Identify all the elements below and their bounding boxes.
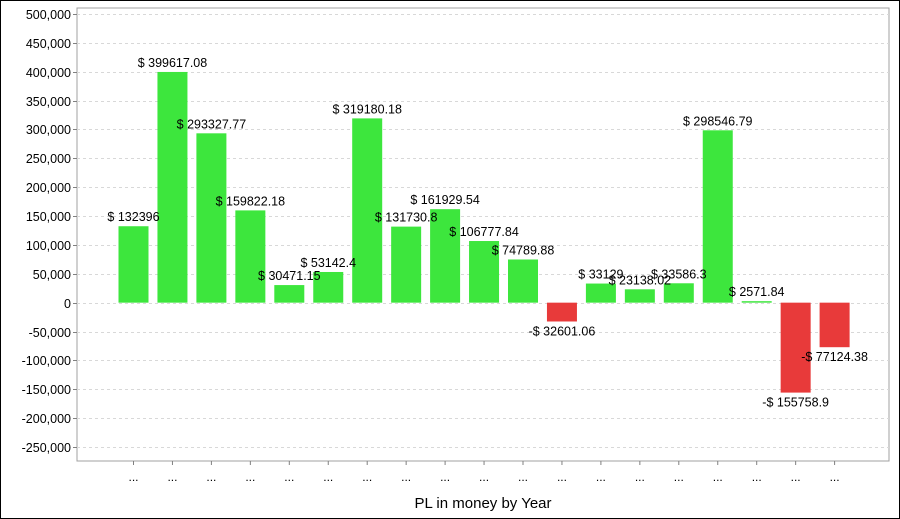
y-tick-label: 0 [64, 297, 71, 311]
x-tick-label: ... [635, 470, 645, 484]
x-tick-label: ... [791, 470, 801, 484]
data-label: $ 298546.79 [683, 114, 753, 128]
data-labels: $ 132396 $ 399617.08 $ 293327.77 $ 159822.1… [107, 56, 868, 410]
data-label: $ 30471.15 [258, 269, 321, 283]
data-label: $ 399617.08 [138, 56, 208, 70]
x-tick-label: ... [284, 470, 294, 484]
y-tick-label: 450,000 [26, 37, 71, 51]
data-label: -$ 155758.9 [762, 396, 829, 410]
data-label: $ 106777.84 [449, 225, 519, 239]
x-tick-label: ... [518, 470, 528, 484]
bar [469, 241, 500, 303]
y-tick-label: -100,000 [22, 354, 71, 368]
x-tick-label: ... [401, 470, 411, 484]
bar [508, 259, 538, 303]
y-tick-label: -250,000 [22, 441, 71, 455]
bar [235, 210, 266, 303]
bar [663, 283, 694, 303]
data-label: -$ 32601.06 [529, 324, 596, 338]
bar [157, 71, 188, 303]
y-tick-label: 300,000 [26, 123, 71, 137]
bar [780, 302, 811, 393]
x-tick-label: ... [362, 470, 372, 484]
bar [819, 302, 850, 348]
data-label: $ 161929.54 [410, 193, 480, 207]
bars [118, 71, 850, 393]
x-tick-label: ... [596, 470, 606, 484]
data-label: $ 2571.84 [729, 285, 785, 299]
data-label: $ 74789.88 [492, 243, 555, 257]
x-tick-label: ... [674, 470, 684, 484]
x-tick-label: ... [479, 470, 489, 484]
bar [352, 118, 383, 303]
x-tick-label: ... [752, 470, 762, 484]
data-label: $ 159822.18 [216, 194, 286, 208]
y-tick-label: 400,000 [26, 66, 71, 80]
y-tick-label: -50,000 [29, 326, 71, 340]
y-tick-label: 250,000 [26, 152, 71, 166]
x-tick-label: ... [440, 470, 450, 484]
bar [313, 271, 344, 303]
bar [391, 226, 422, 303]
data-label: $ 293327.77 [177, 117, 247, 131]
x-tick-label: ... [245, 470, 255, 484]
y-tick-label: 200,000 [26, 181, 71, 195]
data-label: $ 23138.02 [609, 273, 672, 287]
y-tick-label: -200,000 [22, 412, 71, 426]
data-label: $ 131730.8 [375, 211, 438, 225]
axes: 500,000 450,000 400,000 350,000 300,000 250,0… [22, 8, 840, 484]
data-label: $ 53142.4 [300, 256, 356, 270]
y-tick-label: 500,000 [26, 8, 71, 22]
x-tick-label: ... [128, 470, 138, 484]
x-tick-label: ... [206, 470, 216, 484]
bar [546, 302, 577, 322]
bar [624, 289, 655, 303]
x-tick-label: ... [323, 470, 333, 484]
data-label: -$ 77124.38 [801, 350, 868, 364]
y-tick-label: 50,000 [33, 268, 71, 282]
data-label: $ 132396 [107, 210, 159, 224]
y-tick-label: 350,000 [26, 95, 71, 109]
bar [430, 209, 461, 303]
data-label: $ 319180.18 [332, 102, 402, 116]
bar [274, 285, 305, 303]
bar [118, 226, 149, 303]
bar [702, 130, 733, 303]
y-tick-label: 100,000 [26, 239, 71, 253]
x-tick-label: ... [830, 470, 840, 484]
x-tick-label: ... [557, 470, 567, 484]
x-axis-title: PL in money by Year [414, 495, 551, 512]
x-tick-label: ... [713, 470, 723, 484]
data-label: $ 33586.3 [651, 267, 707, 281]
bar [741, 301, 772, 303]
bar [196, 133, 227, 303]
y-tick-label: -150,000 [22, 383, 71, 397]
y-tick-label: 150,000 [26, 210, 71, 224]
bar [585, 283, 616, 303]
x-tick-label: ... [167, 470, 177, 484]
data-label: $ 33129 [578, 268, 623, 282]
